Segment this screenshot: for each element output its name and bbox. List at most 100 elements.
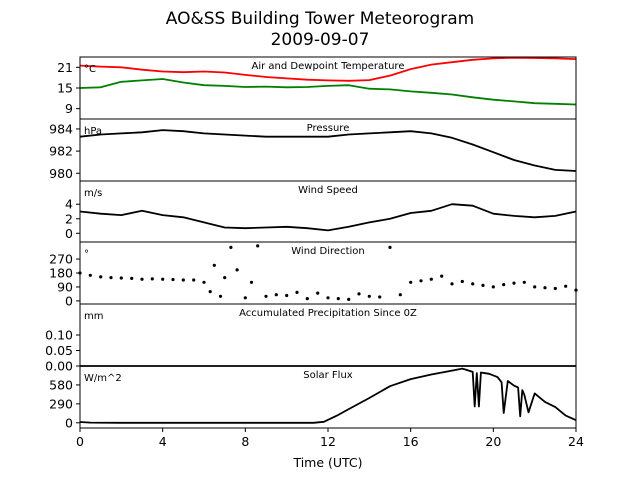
series-line-2 <box>79 78 577 106</box>
scatter-point <box>305 297 309 301</box>
x-tick-label: 24 <box>568 434 584 449</box>
scatter-point <box>285 293 289 298</box>
scatter-point <box>88 273 92 277</box>
panel-unit: hPa <box>84 126 102 137</box>
y-tick-label: 270 <box>49 252 73 267</box>
figure-title: AO&SS Building Tower Meteorogram <box>166 9 474 29</box>
x-tick-label: 12 <box>320 434 336 449</box>
scatter-point <box>229 245 233 249</box>
y-tick-label: 0.10 <box>45 328 73 343</box>
scatter-point <box>202 280 206 284</box>
x-tick-label: 16 <box>403 434 419 449</box>
y-tick-label: 0.00 <box>45 359 73 374</box>
scatter-point <box>181 278 185 282</box>
scatter-point <box>150 277 154 281</box>
y-tick-label: 180 <box>49 266 73 281</box>
y-tick-label: 0.05 <box>45 343 73 358</box>
scatter-point <box>347 297 351 301</box>
scatter-point <box>256 244 260 248</box>
scatter-point <box>481 283 485 287</box>
x-tick-label: 0 <box>76 434 84 449</box>
y-tick-label: 9 <box>65 101 73 116</box>
scatter-point <box>491 285 495 289</box>
figure-date: 2009-09-07 <box>271 30 370 50</box>
y-tick-label: 0 <box>65 415 73 430</box>
scatter-point <box>440 274 444 278</box>
scatter-point <box>274 293 278 297</box>
scatter-point <box>460 279 464 284</box>
panel-1: 9 15 21 Air and Dewpoint Temperature °C <box>57 56 577 120</box>
scatter-point <box>357 292 361 296</box>
scatter-point <box>249 280 254 284</box>
panel-unit: ° <box>84 249 89 260</box>
y-tick-label: 90 <box>57 279 73 294</box>
panel-unit: °C <box>84 64 96 75</box>
panel-unit: m/s <box>84 188 102 199</box>
panel-5: 0.000.050.10 Accumulated Precipitation Si… <box>45 303 577 374</box>
x-tick-label: 4 <box>159 434 167 449</box>
scatter-point <box>409 280 413 284</box>
x-tick-label: 8 <box>241 434 249 449</box>
y-tick-label: 580 <box>49 377 73 392</box>
scatter-point <box>316 291 320 295</box>
scatter-point <box>429 277 433 281</box>
scatter-point <box>471 282 475 286</box>
panel-title: Wind Direction <box>291 246 365 257</box>
y-tick-label: 982 <box>49 144 73 159</box>
scatter-point <box>130 276 134 280</box>
panel-2: 980 982 984 Pressure hPa <box>49 118 577 182</box>
scatter-point <box>336 297 340 301</box>
scatter-point <box>264 294 268 298</box>
scatter-point <box>171 277 175 282</box>
scatter-point <box>218 294 223 298</box>
panel-title: Pressure <box>307 123 350 134</box>
y-tick-label: 290 <box>49 396 73 411</box>
scatter-point <box>543 286 547 290</box>
scatter-point <box>502 283 506 287</box>
scatter-point <box>140 277 144 281</box>
panel-title: Air and Dewpoint Temperature <box>252 61 405 72</box>
y-tick-label: 15 <box>57 81 73 96</box>
x-axis: 0 4 8 12 16 20 24 <box>76 428 584 449</box>
scatter-point <box>378 295 382 299</box>
scatter-point <box>99 275 103 279</box>
series-line-1 <box>79 56 577 82</box>
scatter-point <box>243 296 247 300</box>
panel-6: 0 290 580 Solar Flux W/m^2 <box>49 365 577 430</box>
scatter-point <box>522 280 526 284</box>
scatter-point <box>398 293 402 297</box>
panel-title: Accumulated Precipitation Since 0Z <box>239 308 417 319</box>
panel-3: 024 Wind Speed m/s <box>65 180 577 243</box>
scatter-point <box>223 276 227 280</box>
y-tick-label: 0 <box>65 293 73 308</box>
series-line-1 <box>79 203 577 232</box>
scatter-point <box>208 290 212 294</box>
y-tick-label: 0 <box>65 226 73 241</box>
panel-title: Wind Speed <box>298 185 358 196</box>
scatter-point <box>161 277 165 281</box>
panel-unit: W/m^2 <box>84 373 122 384</box>
scatter-point <box>564 284 568 288</box>
y-tick-label: 980 <box>49 166 73 181</box>
scatter-point <box>533 285 537 289</box>
scatter-point <box>326 296 330 300</box>
scatter-point <box>119 276 123 280</box>
scatter-point <box>450 282 454 286</box>
scatter-point <box>192 278 196 282</box>
y-tick-label: 984 <box>49 121 73 136</box>
series-line-1 <box>79 367 577 424</box>
x-tick-label: 20 <box>485 434 501 449</box>
scatter-point <box>367 294 371 298</box>
scatter-point <box>512 281 516 285</box>
panel-title: Solar Flux <box>303 370 353 381</box>
scatter-point <box>388 245 392 249</box>
scatter-point <box>109 276 113 280</box>
y-tick-label: 2 <box>65 211 73 226</box>
scatter-point <box>235 268 239 272</box>
scatter-point <box>419 279 423 283</box>
scatter-point <box>212 263 216 267</box>
